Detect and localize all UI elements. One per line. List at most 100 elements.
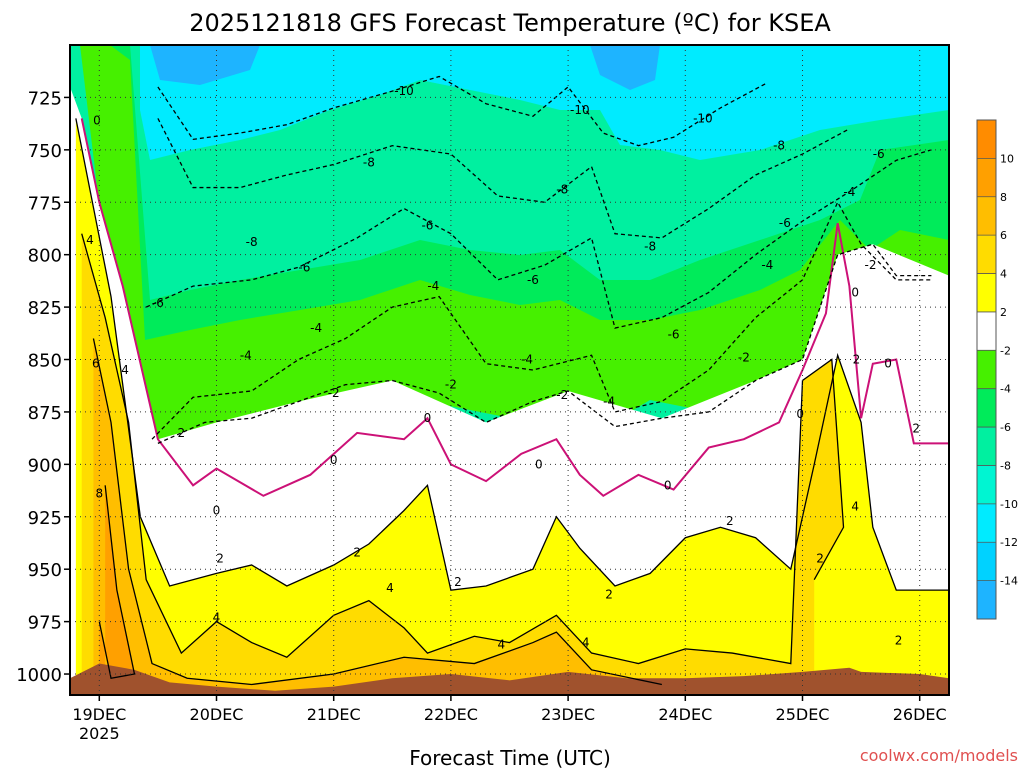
y-tick-label: 800 xyxy=(28,246,62,267)
y-tick-label: 775 xyxy=(28,193,62,214)
x-tick-label: 26DEC xyxy=(893,705,947,724)
isotherm-label: -2 xyxy=(445,378,457,392)
isotherm-label: -8 xyxy=(773,139,785,153)
colorbar-swatch xyxy=(977,503,996,543)
y-tick-label: 1000 xyxy=(16,665,62,686)
colorbar-label: 6 xyxy=(1000,229,1007,242)
color-scale-legend: 10 8 6 4 2 -2 -4 -6 -8 -10 -12 -14 xyxy=(976,119,1018,620)
y-tick-label: 925 xyxy=(28,508,62,529)
y-tick-label: 950 xyxy=(28,560,62,581)
isotherm-label: 4 xyxy=(851,499,859,513)
isotherm-minus-10 xyxy=(157,75,768,147)
credit-link[interactable]: coolwx.com/models xyxy=(860,746,1018,765)
colorbar-label: -8 xyxy=(1000,459,1011,472)
colorbar-swatch xyxy=(977,235,996,274)
isotherm-label: 0 xyxy=(424,411,432,425)
isotherm-4 xyxy=(81,233,845,665)
isotherm-label: -10 xyxy=(394,84,414,98)
band-warm-2 xyxy=(75,118,949,695)
colorbar-frame xyxy=(976,119,997,620)
isotherm-label: -4 xyxy=(843,185,855,199)
x-axis-label: Forecast Time (UTC) xyxy=(409,746,611,768)
isotherm-minus-4 xyxy=(151,200,932,440)
isotherm-label: 4 xyxy=(582,636,590,650)
colorbar-swatch xyxy=(977,465,996,504)
colorbar-swatch xyxy=(977,580,996,619)
isotherm-label: 4 xyxy=(213,610,221,624)
isotherm-label: -6 xyxy=(779,216,791,230)
isotherm-label: 2 xyxy=(816,552,824,566)
isotherm-label: 0 xyxy=(535,457,543,471)
isotherm-8 xyxy=(98,485,136,679)
colorbar-swatch xyxy=(977,311,996,351)
ground-surface xyxy=(70,663,949,695)
isotherm-label: 2 xyxy=(216,552,224,566)
isotherm-label: -2 xyxy=(864,258,876,272)
isotherm-label: 2 xyxy=(353,545,361,559)
plot-frame xyxy=(69,44,950,696)
colorbar-label: -2 xyxy=(1000,344,1011,357)
y-tick-label: 975 xyxy=(28,613,62,634)
isotherm-label: -10 xyxy=(693,111,713,125)
colorbar-swatch xyxy=(977,158,996,197)
band-coldest-top xyxy=(150,45,260,85)
y-tick-label: 900 xyxy=(28,455,62,476)
colorbar-swatch xyxy=(977,350,996,389)
x-tick-label: 20DEC xyxy=(190,705,244,724)
isotherm-label: -6 xyxy=(668,327,680,341)
isotherm-label: -6 xyxy=(152,296,164,310)
isotherm-label: -6 xyxy=(298,260,310,274)
x-tick-label: 25DEC xyxy=(776,705,830,724)
colorbar-swatch xyxy=(977,388,996,428)
isotherm-label: 2 xyxy=(853,353,861,367)
isotherm-label: 2 xyxy=(912,422,920,436)
x-tick-label: 24DEC xyxy=(658,705,712,724)
isotherm-label: 2 xyxy=(605,587,613,601)
isotherm-label: -6 xyxy=(873,147,885,161)
isotherm-label: 2 xyxy=(895,633,903,647)
band-cool xyxy=(80,45,949,460)
band-coldest-top-2 xyxy=(590,45,660,90)
isotherm-label: 0 xyxy=(796,407,804,421)
isotherm-label: 4 xyxy=(86,233,94,247)
isotherm-label: -4 xyxy=(427,279,439,293)
colorbar-label: 10 xyxy=(1000,152,1014,165)
isotherm-label: 2 xyxy=(726,514,734,528)
isotherm-label: -10 xyxy=(570,103,590,117)
isotherm-label: 4 xyxy=(497,638,505,652)
colorbar-label: 2 xyxy=(1000,306,1007,319)
colorbar-label: 4 xyxy=(1000,268,1007,281)
isotherm-label: -8 xyxy=(363,155,375,169)
isotherm-label: 0 xyxy=(93,113,101,127)
isotherm-label: -2 xyxy=(328,386,340,400)
isotherm-label: -4 xyxy=(310,321,322,335)
y-tick-label: 725 xyxy=(28,88,62,109)
isotherm-label: -6 xyxy=(421,218,433,232)
isotherm-minus-6 xyxy=(145,149,932,329)
isotherm-label: 2 xyxy=(454,575,462,589)
band-warm-8 xyxy=(99,485,135,695)
isotherm-2 xyxy=(75,118,949,591)
band-warm-4 xyxy=(81,233,844,695)
isotherm-label: 6 xyxy=(92,357,100,371)
isotherm-label: -2 xyxy=(556,388,568,402)
isotherm-0 xyxy=(80,118,949,498)
isotherm-label: 0 xyxy=(851,285,859,299)
isotherm-label: -4 xyxy=(761,258,773,272)
isotherm-label: -4 xyxy=(603,394,615,408)
colorbar-swatch xyxy=(977,427,996,466)
colorbar-swatch xyxy=(977,273,996,312)
band-mid-cold xyxy=(110,45,949,360)
colorbar-swatch xyxy=(977,542,996,581)
colorbar-label: -12 xyxy=(1000,536,1018,549)
x-tick-label: 21DEC xyxy=(307,705,361,724)
isotherm-label: 0 xyxy=(664,478,672,492)
colorbar-swatch xyxy=(977,120,996,159)
y-tick-label: 875 xyxy=(28,403,62,424)
isotherm-minus-8 xyxy=(157,118,850,239)
chart-title: 2025121818 GFS Forecast Temperature (ºC)… xyxy=(189,9,831,37)
x-tick-label: 19DEC xyxy=(72,705,126,724)
isotherm-label: -4 xyxy=(521,353,533,367)
